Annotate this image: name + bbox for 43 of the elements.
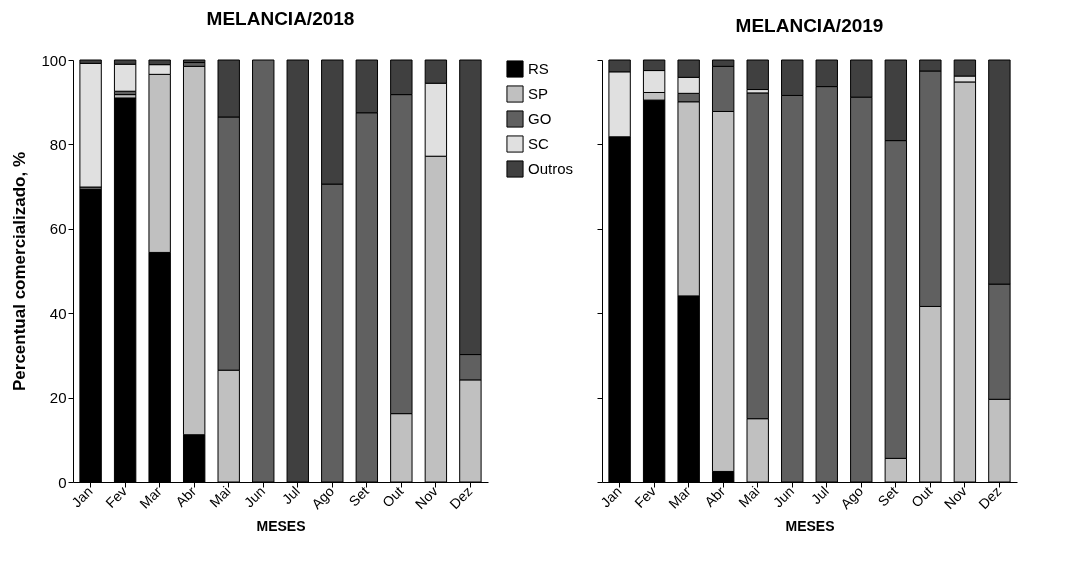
x-tick-label: Set (874, 483, 901, 510)
x-tick-label: Nov (411, 483, 441, 513)
y-tick-label: 0 (58, 473, 67, 491)
x-tick-label: Set (345, 483, 372, 510)
y-tick-label: 20 (49, 389, 67, 407)
x-tick-label: Ago (837, 482, 867, 513)
x-tick-label: Abr (172, 482, 200, 510)
x-tick-label: Jan (68, 483, 96, 511)
chart-title: MELANCIA/2019 (735, 14, 884, 36)
x-tick-label: Dez (446, 483, 476, 513)
x-tick-label: Jun (240, 483, 269, 511)
x-axis-title: MESES (785, 518, 835, 535)
x-tick-label: Fev (631, 483, 660, 511)
legend-label: Outros (528, 160, 574, 177)
bar (113, 63, 137, 92)
x-tick-label: Mai (206, 483, 234, 511)
x-tick-label: Mar (136, 482, 165, 512)
x-tick-label: Mai (735, 483, 763, 511)
y-tick-label: 60 (49, 220, 67, 238)
x-tick-label: Ago (308, 482, 338, 513)
x-tick-label: Jan (597, 483, 625, 511)
legend-label: SC (528, 135, 549, 152)
x-tick-label: Nov (940, 483, 970, 513)
x-tick-label: Jul (278, 483, 303, 508)
x-tick-label: Out (379, 483, 407, 511)
legend-label: RS (528, 60, 549, 77)
legend-label: GO (528, 110, 552, 127)
x-tick-label: Jul (807, 483, 832, 508)
x-tick-label: Out (908, 483, 936, 511)
y-tick-label: 100 (41, 51, 67, 69)
y-tick-label: 40 (49, 304, 67, 322)
y-tick-label: 80 (49, 135, 67, 153)
x-tick-label: Abr (701, 482, 729, 510)
x-axis-title: MESES (256, 518, 306, 535)
chart-title: MELANCIA/2018 (206, 8, 355, 29)
bar (79, 62, 102, 188)
x-tick-label: Jun (769, 483, 798, 511)
x-tick-label: Dez (975, 483, 1005, 513)
bar (746, 59, 769, 91)
legend-label: SP (528, 85, 549, 102)
y-axis-title: Percentual comercializado, % (10, 151, 30, 392)
x-tick-label: Fev (102, 483, 131, 511)
x-tick-label: Mar (665, 482, 694, 512)
